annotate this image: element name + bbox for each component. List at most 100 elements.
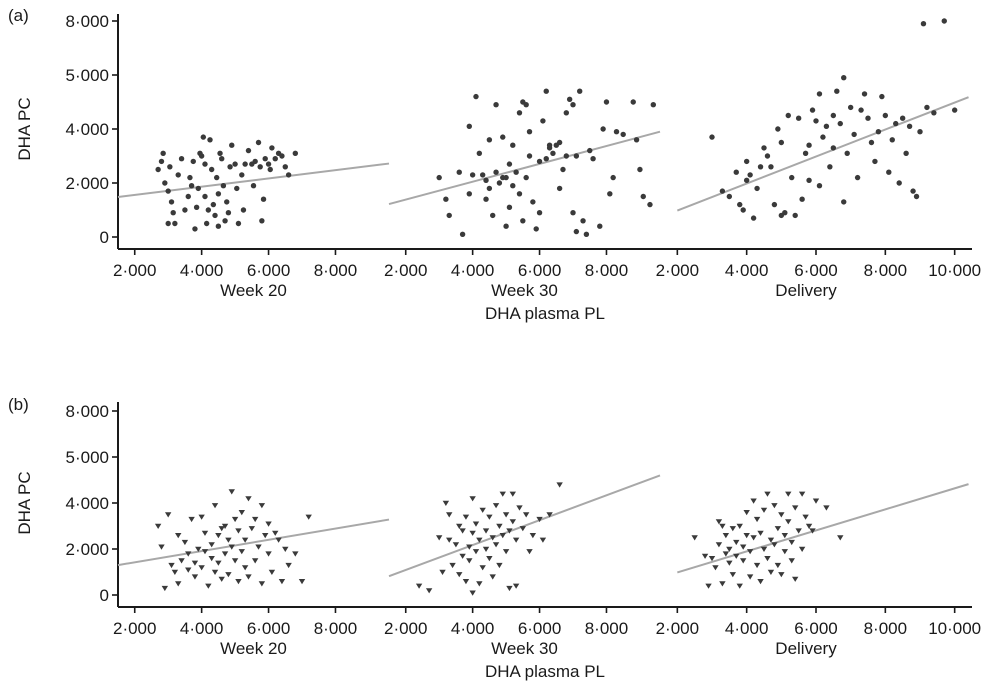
data-point bbox=[282, 164, 288, 170]
data-point bbox=[466, 191, 472, 197]
data-point bbox=[802, 150, 809, 156]
data-point bbox=[746, 549, 754, 555]
x-tick-label: 2·000 bbox=[113, 261, 156, 280]
data-point bbox=[753, 516, 761, 523]
x-tick-label: 2·000 bbox=[656, 619, 699, 638]
data-point bbox=[245, 147, 252, 154]
data-point bbox=[820, 134, 826, 140]
data-point bbox=[192, 226, 198, 232]
data-point bbox=[910, 188, 916, 194]
data-point bbox=[229, 142, 235, 148]
data-point bbox=[240, 207, 247, 213]
data-point bbox=[510, 142, 516, 148]
y-tick-label: 4·000 bbox=[66, 120, 109, 139]
data-point bbox=[705, 583, 712, 589]
data-point bbox=[472, 521, 480, 527]
data-point bbox=[543, 156, 549, 162]
data-point bbox=[823, 123, 830, 129]
data-point bbox=[509, 519, 516, 525]
x-tick-label: 10·000 bbox=[928, 261, 981, 280]
data-point bbox=[640, 193, 646, 200]
data-point bbox=[882, 112, 889, 119]
data-point bbox=[185, 567, 192, 573]
data-point bbox=[459, 528, 466, 534]
data-point bbox=[526, 549, 533, 555]
data-point bbox=[563, 153, 570, 159]
data-point bbox=[560, 166, 566, 173]
data-point bbox=[691, 535, 698, 541]
data-point bbox=[446, 537, 453, 543]
data-point bbox=[792, 212, 798, 219]
data-point bbox=[816, 183, 823, 189]
data-point bbox=[499, 491, 506, 497]
data-point bbox=[566, 96, 573, 103]
data-point bbox=[492, 503, 500, 509]
data-point bbox=[506, 585, 513, 592]
data-point bbox=[292, 150, 299, 156]
data-point bbox=[178, 156, 185, 162]
y-tick-label: 4·000 bbox=[66, 494, 109, 513]
data-point bbox=[768, 164, 774, 170]
data-point bbox=[456, 523, 463, 529]
facet-label: Delivery bbox=[775, 639, 837, 658]
data-point bbox=[733, 553, 740, 559]
data-point bbox=[483, 177, 489, 183]
data-point bbox=[809, 107, 816, 113]
data-point bbox=[701, 553, 709, 559]
data-point bbox=[165, 188, 171, 194]
data-point bbox=[188, 516, 195, 523]
data-point bbox=[225, 210, 232, 216]
data-point bbox=[726, 560, 733, 566]
data-point bbox=[753, 562, 761, 569]
panel-label: (b) bbox=[8, 395, 29, 414]
data-point bbox=[218, 526, 225, 532]
data-point bbox=[195, 185, 201, 192]
data-point bbox=[841, 75, 847, 81]
data-point bbox=[760, 507, 768, 513]
data-point bbox=[924, 104, 930, 111]
data-point bbox=[239, 172, 245, 178]
x-tick-label: 6·000 bbox=[247, 619, 290, 638]
data-point bbox=[203, 220, 210, 227]
facet-label: Week 30 bbox=[491, 639, 558, 658]
data-point bbox=[472, 549, 480, 555]
data-point bbox=[499, 533, 506, 539]
data-point bbox=[816, 91, 823, 97]
data-point bbox=[492, 542, 500, 548]
data-point bbox=[221, 551, 229, 557]
data-point bbox=[476, 581, 483, 587]
data-point bbox=[785, 519, 792, 525]
data-point bbox=[476, 150, 483, 156]
x-axis-title: DHA plasma PL bbox=[485, 662, 605, 681]
data-point bbox=[861, 91, 868, 97]
x-tick-label: 8·000 bbox=[585, 261, 628, 280]
x-tick-label: 6·000 bbox=[247, 261, 290, 280]
y-tick-label: 0 bbox=[100, 228, 109, 247]
data-point bbox=[750, 215, 757, 221]
data-point bbox=[161, 585, 169, 592]
data-point bbox=[573, 228, 580, 235]
data-point bbox=[597, 223, 603, 229]
data-point bbox=[750, 535, 757, 541]
data-point bbox=[211, 503, 219, 509]
regression-line bbox=[676, 96, 969, 212]
facet-label: Delivery bbox=[775, 281, 837, 300]
data-point bbox=[222, 218, 228, 224]
data-point bbox=[795, 115, 802, 121]
data-point bbox=[265, 161, 272, 167]
data-point bbox=[600, 126, 606, 132]
data-point bbox=[479, 172, 486, 178]
data-point bbox=[543, 88, 549, 94]
data-point bbox=[834, 88, 840, 94]
data-point bbox=[865, 115, 871, 121]
data-point bbox=[198, 565, 205, 571]
data-point bbox=[746, 574, 754, 580]
x-axis-title: DHA plasma PL bbox=[485, 304, 605, 323]
data-point bbox=[241, 537, 249, 543]
data-point bbox=[462, 514, 470, 520]
data-point bbox=[879, 93, 885, 100]
data-point bbox=[250, 183, 257, 189]
data-point bbox=[232, 161, 238, 167]
data-point bbox=[743, 158, 750, 165]
data-point bbox=[483, 196, 489, 202]
